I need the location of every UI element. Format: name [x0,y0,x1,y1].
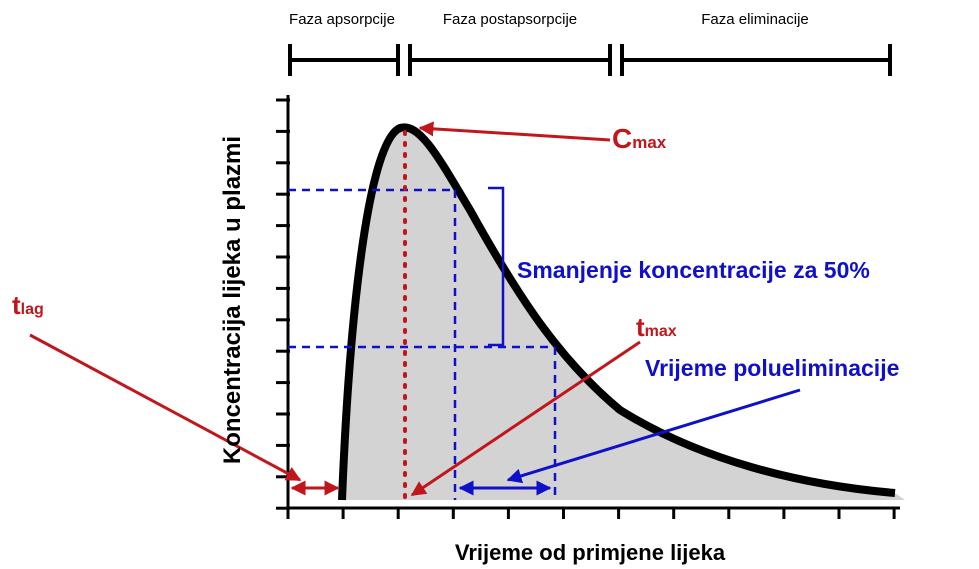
x-axis-label: Vrijeme od primjene lijeka [455,540,726,565]
half-life-pointer [506,388,801,484]
tlag-label: tlag [12,290,44,320]
tmax-label: tmax [636,312,677,342]
cmax-label: Cmax [612,123,667,154]
tmax-pointer [410,340,641,497]
label-main: C [612,123,632,154]
curve-area [342,127,905,500]
concentration-curve [338,123,896,501]
label-main: t [636,312,645,342]
half-life-label: Vrijeme polueliminacije [645,355,899,381]
label-main: t [12,290,21,320]
cmax-pointer [418,121,611,142]
half-drop-label: Smanjenje koncentracije za 50% [517,257,870,283]
label-sub: lag [21,301,44,318]
label-sub: max [632,133,667,152]
half-life-guides [288,188,557,500]
tlag-pointer [29,333,302,482]
phase-label: Faza eliminacije [701,11,809,28]
phase-label: Faza apsorpcije [289,11,395,28]
label-sub: max [645,323,677,340]
half-drop-bracket [488,186,505,347]
y-axis-label: Koncentracija lijeka u plazmi [219,136,246,464]
phase-bars [288,44,892,76]
phase-label: Faza postapsorpcije [443,11,577,28]
axes [276,95,900,519]
